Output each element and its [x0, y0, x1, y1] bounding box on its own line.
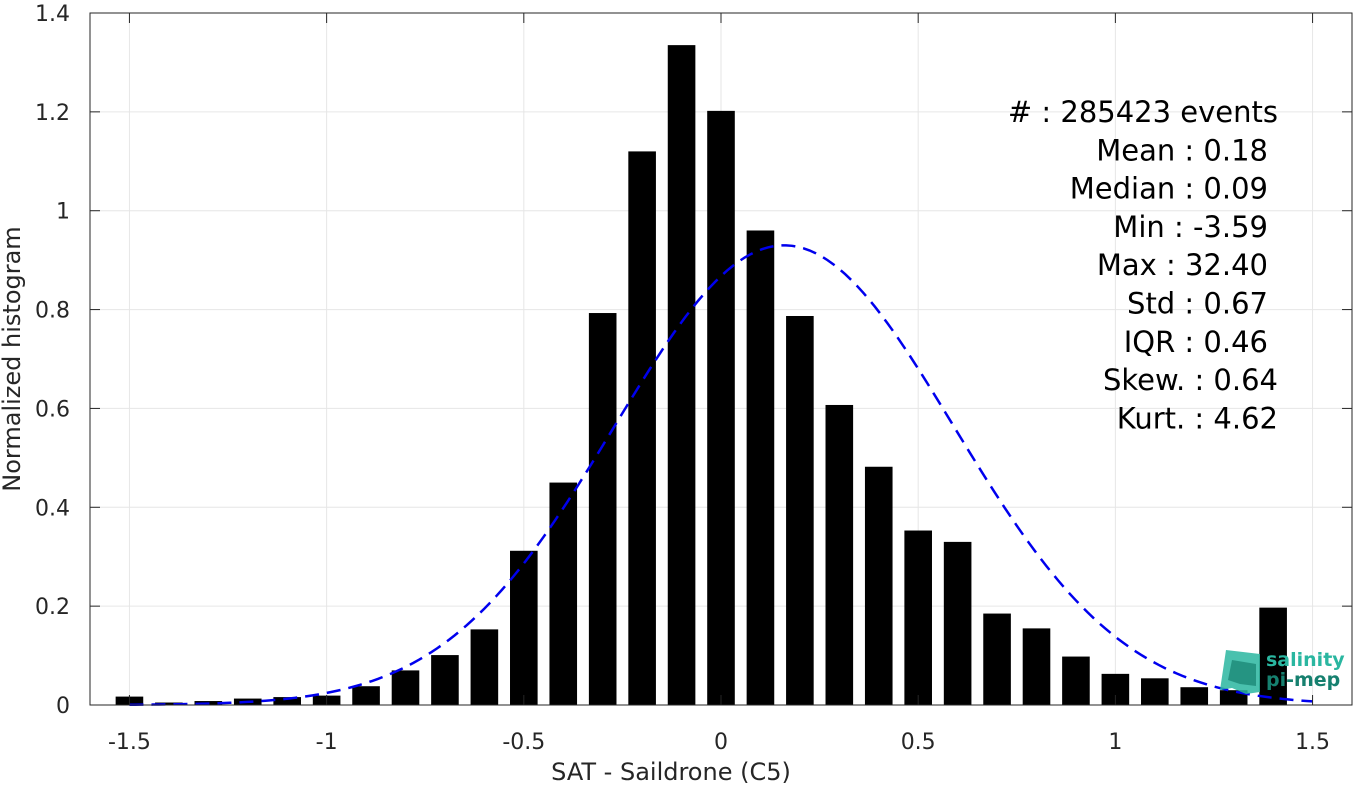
- stats-max: Max : 32.40: [1097, 248, 1268, 282]
- histogram-bar: [1259, 607, 1287, 705]
- histogram-bar: [825, 404, 854, 705]
- histogram-bar: [864, 466, 893, 705]
- y-axis-title: Normalized histogram: [0, 226, 26, 491]
- stats-iqr: IQR : 0.46: [1124, 325, 1268, 359]
- histogram-bar: [470, 629, 499, 705]
- histogram-bar: [904, 530, 932, 705]
- histogram-bar: [273, 697, 301, 705]
- histogram-bar: [746, 230, 775, 705]
- y-tick-label: 1.2: [35, 101, 70, 126]
- y-tick-label: 0.2: [35, 595, 70, 620]
- x-tick-label: 0: [714, 730, 728, 755]
- y-tick-label: 0: [56, 694, 70, 719]
- x-axis-title: SAT - Saildrone (C5): [551, 758, 791, 785]
- histogram-bar: [983, 613, 1011, 705]
- histogram-bars: [115, 45, 1287, 706]
- stats-kurt: Kurt. : 4.62: [1117, 401, 1278, 435]
- logo-text-pi-mep: pi-mep: [1266, 669, 1340, 691]
- histogram-bar: [943, 541, 972, 705]
- stats-skew: Skew. : 0.64: [1103, 363, 1278, 397]
- logo-wave-shape-dark: [1228, 660, 1256, 686]
- x-tick-label: -0.5: [502, 730, 545, 755]
- x-tick-label: -1: [316, 730, 338, 755]
- stats-count: # : 285423 events: [1008, 95, 1278, 129]
- statistics-annotation: # : 285423 events Mean : 0.18 Median : 0…: [1008, 95, 1278, 435]
- stats-std: Std : 0.67: [1127, 287, 1268, 321]
- x-tick-label: 1: [1108, 730, 1122, 755]
- histogram-bar: [352, 686, 380, 705]
- x-tick-label: 1.5: [1295, 730, 1330, 755]
- y-tick-label: 1.4: [35, 2, 70, 27]
- stats-mean: Mean : 0.18: [1096, 133, 1268, 167]
- axis-ticks: [90, 12, 1352, 706]
- y-tick-label: 0.8: [35, 299, 70, 324]
- histogram-bar: [1141, 678, 1169, 705]
- stats-min: Min : -3.59: [1113, 210, 1268, 244]
- y-tick-label: 1: [56, 200, 70, 225]
- y-tick-label: 0.6: [35, 397, 70, 422]
- y-tick-label: 0.4: [35, 496, 70, 521]
- histogram-bar: [431, 655, 459, 705]
- salinity-pi-mep-logo: salinity pi-mep: [1220, 649, 1345, 694]
- x-tick-label: 0.5: [901, 730, 936, 755]
- histogram-bar: [707, 110, 735, 705]
- histogram-bar: [549, 482, 578, 705]
- histogram-bar: [155, 702, 183, 705]
- histogram-bar: [1022, 628, 1051, 705]
- x-tick-labels: -1.5 -1 -0.5 0 0.5 1 1.5: [108, 730, 1330, 755]
- histogram-bar: [1180, 687, 1209, 705]
- histogram-bar: [1062, 656, 1090, 705]
- histogram-bar: [786, 315, 814, 705]
- histogram-bar: [588, 313, 617, 705]
- logo-text-salinity: salinity: [1266, 649, 1345, 671]
- stats-median: Median : 0.09: [1070, 172, 1268, 206]
- histogram-bar: [628, 151, 656, 705]
- histogram-bar: [391, 670, 420, 705]
- x-tick-label: -1.5: [108, 730, 151, 755]
- y-tick-labels: 0 0.2 0.4 0.6 0.8 1 1.2 1.4: [35, 2, 70, 719]
- histogram-bar: [667, 45, 696, 706]
